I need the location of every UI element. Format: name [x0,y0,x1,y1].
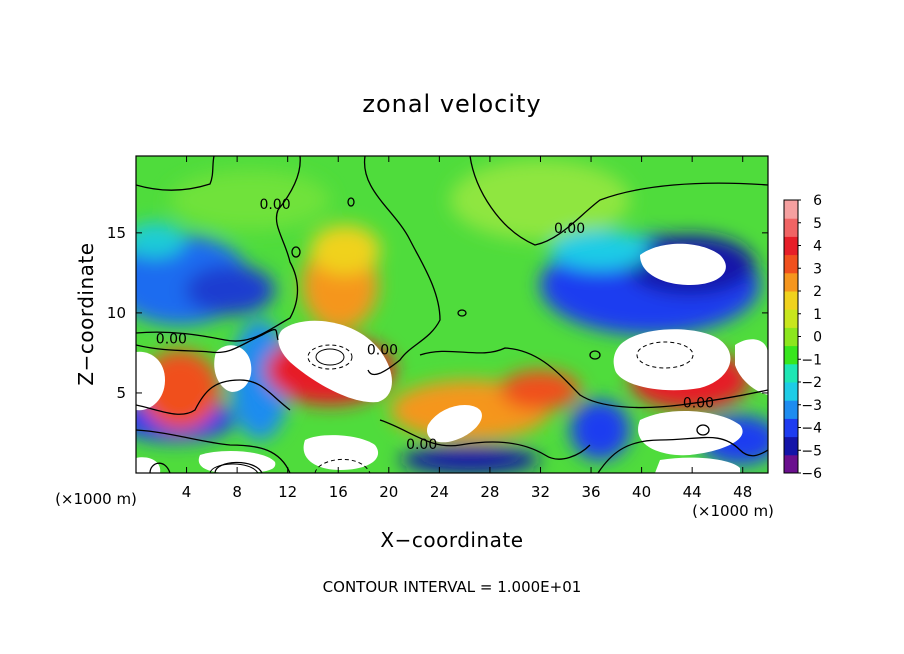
colorbar-tick-label: 4 [813,239,822,255]
contour-line [419,347,768,409]
colorbar-swatch [784,200,798,219]
colorbar: 6 5 4 3 2 1 0 −1 −2 −3 −4 −5 −6 [783,193,822,482]
contour-label: 0.00 [554,221,585,237]
colorbar-tick-label: −3 [801,398,822,414]
y-tick-label: 10 [107,304,126,322]
white-patch [278,320,392,403]
contour-line [589,350,601,360]
contour-line [469,156,768,246]
contour-label: 0.00 [156,332,187,348]
solid-inner-contours [209,348,345,473]
contour-line [307,344,353,370]
colorbar-swatch [784,345,798,365]
white-patch [426,405,482,443]
contour-line [291,246,301,258]
white-patch [655,457,740,473]
x-tick-label: 32 [531,483,550,501]
y-tick-label: 5 [116,384,126,402]
contour-line [379,419,591,460]
plot-frame [135,155,769,474]
colorbar-tick-label: −5 [801,443,822,459]
contour-line [214,461,263,473]
contour-line [136,379,291,415]
contour-line [149,462,171,473]
white-patch [613,329,731,391]
y-axis: 5 10 15 [107,224,768,402]
z-unit-label: (×1000 m) [55,490,137,508]
colorbar-swatch [784,327,798,347]
x-tick-label: 40 [632,483,651,501]
contour-line [315,348,345,366]
colorbar-swatch [784,436,798,456]
white-patch [136,457,161,473]
x-axis: 4 8 12 16 20 24 28 32 36 40 44 48 [182,156,752,501]
contour-line [457,309,467,317]
contour-line [636,341,694,369]
x-tick-label: 44 [683,483,702,501]
x-tick-label: 12 [278,483,297,501]
x-tick-label: 36 [581,483,600,501]
contour-label: 0.00 [259,197,290,213]
chart-title: zonal velocity [362,90,541,118]
contour-label: 0.00 [406,437,437,453]
x-tick-label: 48 [733,483,752,501]
white-patch [640,243,726,285]
x-tick-label: 28 [480,483,499,501]
x-tick-label: 4 [182,483,192,501]
white-patch [136,351,165,411]
colorbar-swatch [784,236,798,256]
x-tick-label: 8 [232,483,242,501]
y-tick-label: 15 [107,224,126,242]
contour-line [136,328,279,354]
x-unit-label: (×1000 m) [692,502,774,520]
y-axis-label: Z−coordinate [74,242,98,385]
contour-line [347,197,355,207]
x-tick-label: 24 [430,483,449,501]
colorbar-swatch [784,272,798,292]
colorbar-swatch [784,254,798,274]
colorbar-swatch [784,454,798,474]
contour-line [597,436,768,473]
zero-contours [136,156,768,473]
contour-interval-note: CONTOUR INTERVAL = 1.000E+01 [323,578,582,596]
colorbar-swatch [784,218,798,237]
colorbar-swatch [784,400,798,419]
plot-area: 0.00 0.00 0.00 0.00 0.00 0.00 [136,156,768,473]
contour-line [209,463,259,473]
colorbar-swatch [784,382,798,401]
colorbar-tick-label: −1 [801,352,822,368]
colorbar-swatch [784,291,798,310]
colorbar-tick-label: 5 [813,216,822,232]
colorbar-tick-label: 1 [813,307,822,323]
white-patch [303,435,379,470]
contour-label: 0.00 [367,343,398,359]
contour-labels: 0.00 0.00 0.00 0.00 0.00 0.00 [156,197,714,453]
colorbar-tick-label: −6 [801,466,822,482]
colorbar-tick-label: −4 [801,421,822,437]
x-tick-label: 16 [329,483,348,501]
contour-line [136,429,291,473]
white-patch [735,339,768,395]
contour-line [136,156,301,342]
colorbar-tick-label: 3 [813,261,822,277]
white-patch [638,410,743,456]
colorbar-tick-label: 0 [813,330,822,346]
x-tick-label: 20 [379,483,398,501]
colorbar-tick-label: 2 [813,284,822,300]
dashed-contours [307,341,694,473]
colorbar-swatch [784,363,798,383]
contour-line [314,458,371,473]
colorbar-tick-label: −2 [801,375,822,391]
contour-line [136,156,215,191]
contour-line [363,156,441,376]
colorbar-swatch [784,309,798,328]
contour-label: 0.00 [683,396,714,412]
colorbar-tick-label: 6 [813,193,822,209]
x-axis-label: X−coordinate [380,528,523,552]
contour-line [696,424,710,436]
colorbar-swatch [784,418,798,438]
